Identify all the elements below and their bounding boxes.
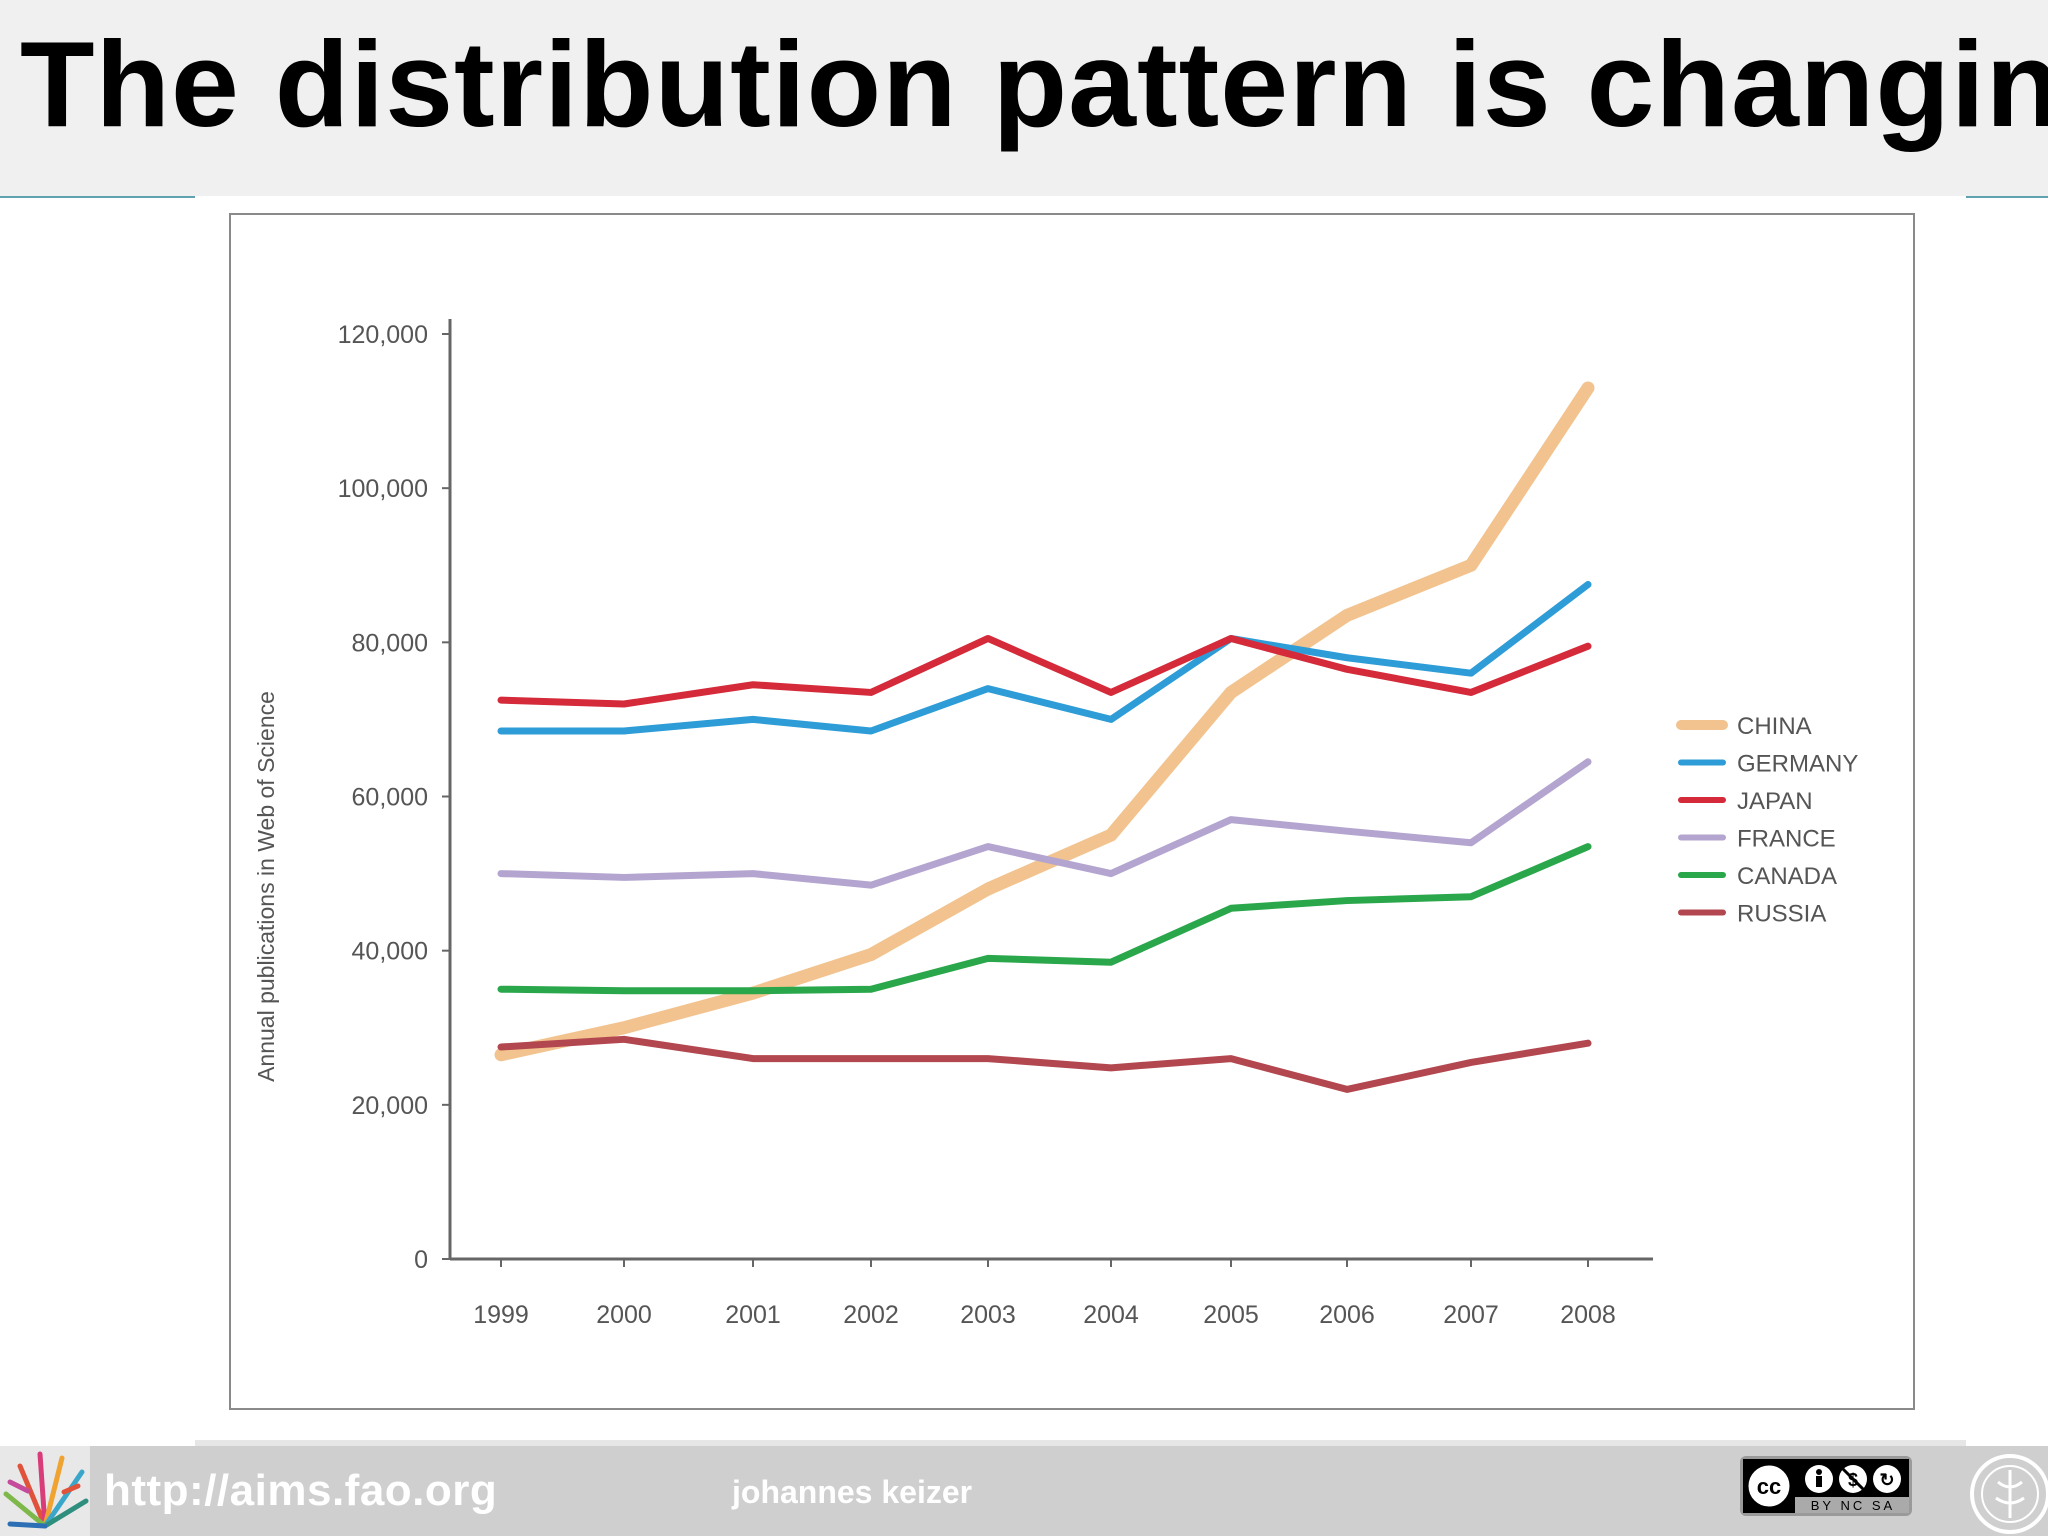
legend-label-japan: JAPAN (1737, 788, 1813, 815)
x-tick-label: 2003 (960, 1301, 1016, 1329)
y-tick-label: 0 (414, 1246, 428, 1274)
legend-label-germany: GERMANY (1737, 751, 1858, 778)
footer-strip (195, 1440, 1966, 1446)
series-line-france (497, 758, 1592, 889)
cc-license-badge[interactable]: cc $ ↻ BY NC SA (1740, 1456, 1912, 1516)
series-line-china (494, 381, 1595, 1062)
x-tick-label: 2004 (1083, 1301, 1139, 1329)
x-tick-label: 2000 (596, 1301, 652, 1329)
x-tick-label: 2005 (1203, 1301, 1259, 1329)
footer-author: johannes keizer (732, 1474, 973, 1510)
y-tick-label: 80,000 (352, 629, 428, 657)
x-tick-label: 1999 (473, 1301, 529, 1329)
cc-badge-text: BY NC SA (1811, 1498, 1895, 1513)
footer-url-link[interactable]: http://aims.fao.org (104, 1466, 498, 1515)
x-tick-label: 2007 (1443, 1301, 1499, 1329)
legend-label-canada: CANADA (1737, 863, 1837, 890)
series-line-russia (497, 1035, 1592, 1093)
x-tick-label: 2006 (1319, 1301, 1375, 1329)
x-tick-label: 2002 (843, 1301, 899, 1329)
series-line-japan (497, 634, 1592, 708)
line-chart: 0 20,000 40,000 60,000 80,000 100,000 120,000 1… (253, 319, 1858, 1329)
chart-frame: 0 20,000 40,000 60,000 80,000 100,000 120,000 1… (229, 213, 1915, 1410)
y-tick-label: 100,000 (338, 475, 428, 503)
x-tick-label: 2008 (1560, 1301, 1616, 1329)
y-tick-label: 120,000 (338, 321, 428, 349)
slide-footer (0, 1446, 2048, 1536)
legend-label-china: CHINA (1737, 713, 1812, 740)
svg-text:cc: cc (1757, 1474, 1781, 1499)
svg-text:↻: ↻ (1879, 1470, 1894, 1490)
header-rule-right (1966, 196, 2048, 198)
y-tick-label: 20,000 (352, 1092, 428, 1120)
aims-logo-icon (0, 1446, 90, 1536)
slide-header (0, 0, 2048, 196)
legend-label-russia: RUSSIA (1737, 901, 1826, 928)
legend-label-france: FRANCE (1737, 826, 1836, 853)
y-axis-title: Annual publications in Web of Science (253, 691, 279, 1082)
fao-logo-icon (1962, 1448, 2048, 1536)
header-rule-left (0, 196, 195, 198)
series-line-canada (497, 843, 1592, 995)
slide-title: The distribution pattern is changing (20, 16, 2048, 152)
series-line-germany (497, 581, 1592, 735)
y-tick-label: 60,000 (352, 784, 428, 812)
y-tick-label: 40,000 (352, 938, 428, 966)
x-tick-label: 2001 (725, 1301, 781, 1329)
